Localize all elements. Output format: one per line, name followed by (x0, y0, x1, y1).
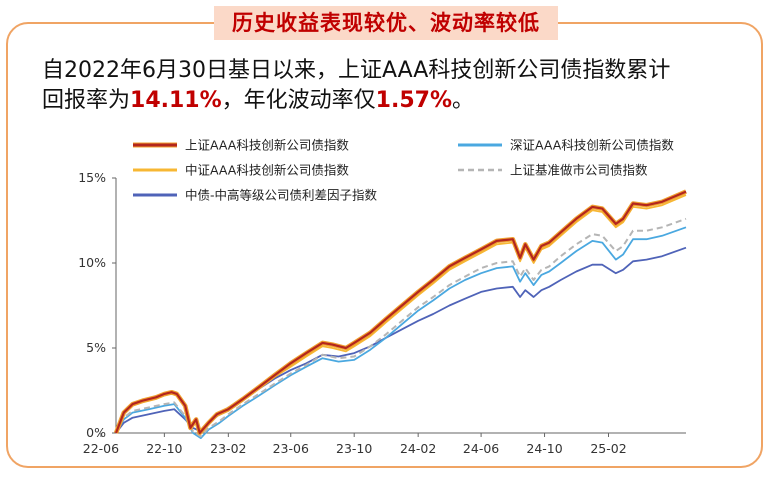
y-tick-label: 15% (78, 170, 106, 185)
headline-prefix: 回报率为 (42, 88, 131, 113)
chart-card (6, 22, 763, 468)
series-line (115, 194, 687, 434)
headline-line-1: 自2022年6月30日基日以来，上证AAA科技创新公司债指数累计 (42, 58, 671, 83)
series-line (115, 246, 687, 434)
x-tick-label: 23-10 (336, 441, 372, 456)
legend-label: 上证AAA科技创新公司债指数 (185, 138, 349, 153)
y-tick-label: 5% (86, 340, 106, 355)
chart-axes: 0% 5% 10% 15% 22-06 22-10 23-02 23-06 23-10 24-02… (78, 170, 686, 456)
annual-volatility-value: 1.57% (375, 88, 452, 113)
legend-item: 上证基准做市公司债指数 (458, 163, 648, 178)
legend-item: 深证AAA科技创新公司债指数 (458, 138, 674, 153)
x-tick-label: 23-06 (273, 441, 309, 456)
legend-item: 上证AAA科技创新公司债指数 (133, 138, 349, 153)
cumulative-return-value: 14.11% (130, 88, 222, 113)
legend-item: 中债-中高等级公司债利差因子指数 (133, 188, 378, 203)
x-tick-label: 24-10 (526, 441, 562, 456)
legend-item: 中证AAA科技创新公司债指数 (133, 163, 349, 178)
headline-line-2: 回报率为14.11%，年化波动率仅1.57%。 (42, 86, 742, 116)
headline-middle: ，年化波动率仅 (221, 88, 376, 113)
legend-label: 上证基准做市公司债指数 (510, 163, 648, 178)
headline-suffix: 。 (452, 88, 475, 113)
x-tick-label: 25-02 (590, 441, 626, 456)
headline-text: 自2022年6月30日基日以来，上证AAA科技创新公司债指数累计 回报率为14.… (42, 56, 742, 116)
legend-label: 中证AAA科技创新公司债指数 (185, 163, 349, 178)
series-line (114, 190, 687, 435)
legend-label: 深证AAA科技创新公司债指数 (510, 138, 674, 153)
section-banner: 历史收益表现较优、波动率较低 (214, 6, 558, 40)
x-tick-label: 24-06 (463, 441, 499, 456)
y-tick-label: 0% (86, 425, 106, 440)
x-tick-label: 24-02 (400, 441, 436, 456)
x-tick-label: 22-06 (83, 441, 119, 456)
series-line (115, 226, 687, 439)
x-tick-label: 23-02 (210, 441, 246, 456)
chart-legend: 上证AAA科技创新公司债指数 深证AAA科技创新公司债指数中证AAA科技创新公司债… (133, 138, 674, 203)
series-outline (113, 189, 687, 436)
x-tick-label: 22-10 (146, 441, 182, 456)
y-tick-label: 10% (78, 255, 106, 270)
chart-series-lines (113, 189, 687, 439)
legend-label: 中债-中高等级公司债利差因子指数 (185, 188, 378, 203)
series-line (115, 217, 687, 438)
